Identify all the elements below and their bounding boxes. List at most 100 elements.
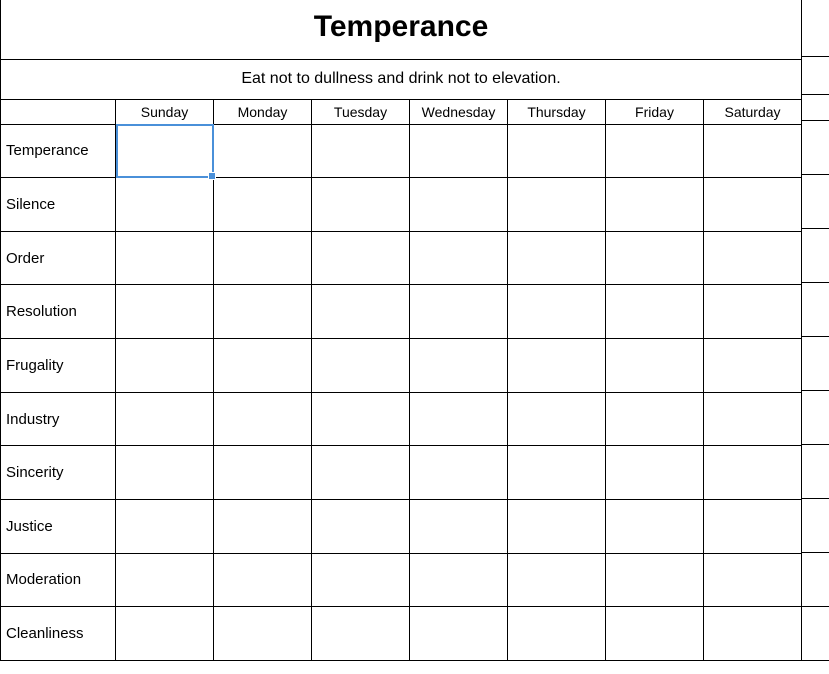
extra-cell[interactable] — [802, 121, 829, 175]
data-cell[interactable] — [508, 607, 606, 661]
row-label[interactable]: Resolution — [1, 285, 116, 339]
data-cell[interactable] — [312, 178, 410, 232]
data-cell[interactable] — [214, 231, 312, 285]
data-cell[interactable] — [312, 339, 410, 393]
row-label[interactable]: Temperance — [1, 124, 116, 178]
header-tuesday[interactable]: Tuesday — [312, 99, 410, 124]
data-cell[interactable] — [410, 178, 508, 232]
data-cell[interactable] — [410, 553, 508, 607]
row-label[interactable]: Cleanliness — [1, 607, 116, 661]
data-cell[interactable] — [606, 607, 704, 661]
row-label[interactable]: Frugality — [1, 339, 116, 393]
data-cell[interactable] — [410, 124, 508, 178]
extra-cell[interactable] — [802, 391, 829, 445]
data-cell[interactable] — [214, 446, 312, 500]
header-sunday[interactable]: Sunday — [116, 99, 214, 124]
data-cell[interactable] — [606, 499, 704, 553]
data-cell[interactable] — [214, 178, 312, 232]
data-cell[interactable] — [214, 392, 312, 446]
row-label[interactable]: Moderation — [1, 553, 116, 607]
data-cell[interactable] — [312, 285, 410, 339]
row-label[interactable]: Industry — [1, 392, 116, 446]
data-cell[interactable] — [116, 499, 214, 553]
data-cell[interactable] — [312, 124, 410, 178]
data-cell[interactable] — [312, 499, 410, 553]
header-wednesday[interactable]: Wednesday — [410, 99, 508, 124]
data-cell[interactable] — [704, 339, 802, 393]
data-cell[interactable] — [606, 339, 704, 393]
data-cell[interactable] — [312, 607, 410, 661]
extra-cell[interactable] — [802, 337, 829, 391]
extra-cell[interactable] — [802, 0, 829, 57]
data-cell[interactable] — [704, 499, 802, 553]
data-cell[interactable] — [606, 392, 704, 446]
data-cell[interactable] — [508, 499, 606, 553]
data-cell[interactable] — [116, 339, 214, 393]
data-cell[interactable] — [116, 178, 214, 232]
data-cell[interactable] — [214, 285, 312, 339]
row-label[interactable]: Sincerity — [1, 446, 116, 500]
data-cell[interactable] — [606, 446, 704, 500]
header-monday[interactable]: Monday — [214, 99, 312, 124]
data-cell[interactable] — [312, 231, 410, 285]
data-cell[interactable] — [508, 446, 606, 500]
header-thursday[interactable]: Thursday — [508, 99, 606, 124]
extra-cell[interactable] — [802, 175, 829, 229]
data-cell[interactable] — [214, 553, 312, 607]
data-cell[interactable] — [606, 553, 704, 607]
data-cell[interactable] — [606, 231, 704, 285]
data-cell[interactable] — [508, 392, 606, 446]
row-label[interactable]: Justice — [1, 499, 116, 553]
data-cell[interactable] — [214, 499, 312, 553]
extra-cell[interactable] — [802, 607, 829, 661]
extra-cell[interactable] — [802, 283, 829, 337]
data-cell[interactable] — [508, 231, 606, 285]
data-cell[interactable] — [704, 124, 802, 178]
data-cell[interactable] — [410, 607, 508, 661]
data-cell[interactable] — [410, 339, 508, 393]
data-cell[interactable] — [312, 446, 410, 500]
data-cell[interactable] — [606, 124, 704, 178]
data-cell[interactable] — [704, 446, 802, 500]
data-cell[interactable] — [508, 553, 606, 607]
extra-cell[interactable] — [802, 229, 829, 283]
data-cell[interactable] — [214, 124, 312, 178]
data-cell[interactable] — [410, 392, 508, 446]
data-cell[interactable] — [214, 339, 312, 393]
data-cell[interactable] — [116, 392, 214, 446]
data-cell[interactable] — [116, 446, 214, 500]
data-cell[interactable] — [410, 285, 508, 339]
data-cell[interactable] — [508, 178, 606, 232]
extra-cell[interactable] — [802, 95, 829, 121]
data-cell[interactable] — [410, 499, 508, 553]
data-cell[interactable] — [704, 392, 802, 446]
extra-cell[interactable] — [802, 445, 829, 499]
row-label[interactable]: Order — [1, 231, 116, 285]
data-cell[interactable] — [606, 178, 704, 232]
data-cell[interactable] — [410, 231, 508, 285]
data-cell[interactable] — [606, 285, 704, 339]
data-cell[interactable] — [704, 553, 802, 607]
data-cell[interactable] — [508, 339, 606, 393]
data-cell[interactable] — [410, 446, 508, 500]
header-saturday[interactable]: Saturday — [704, 99, 802, 124]
data-cell[interactable] — [704, 607, 802, 661]
header-blank[interactable] — [1, 99, 116, 124]
data-cell[interactable] — [214, 607, 312, 661]
data-cell[interactable] — [312, 553, 410, 607]
header-friday[interactable]: Friday — [606, 99, 704, 124]
data-cell[interactable] — [116, 607, 214, 661]
data-cell[interactable] — [704, 285, 802, 339]
data-cell[interactable] — [116, 231, 214, 285]
extra-cell[interactable] — [802, 499, 829, 553]
extra-cell[interactable] — [802, 553, 829, 607]
data-cell[interactable] — [508, 124, 606, 178]
extra-cell[interactable] — [802, 57, 829, 95]
data-cell[interactable] — [116, 285, 214, 339]
data-cell[interactable] — [312, 392, 410, 446]
data-cell[interactable] — [116, 553, 214, 607]
data-cell[interactable] — [704, 178, 802, 232]
data-cell[interactable] — [704, 231, 802, 285]
data-cell[interactable] — [508, 285, 606, 339]
row-label[interactable]: Silence — [1, 178, 116, 232]
